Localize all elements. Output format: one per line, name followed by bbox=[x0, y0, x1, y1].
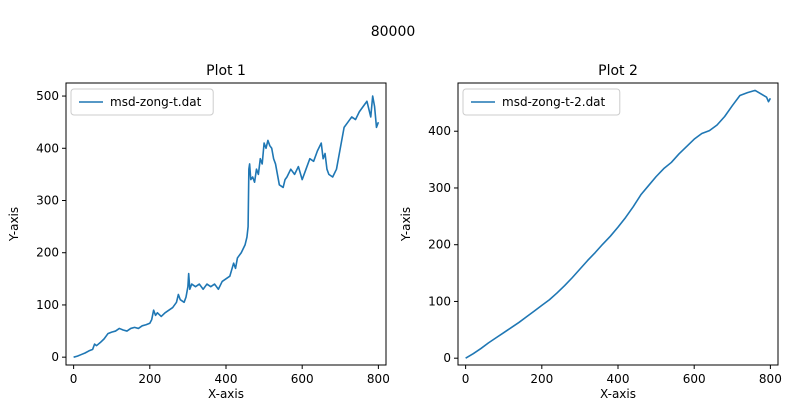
plot-2-y-tick-label: 300 bbox=[428, 181, 451, 195]
plot-2-y-tick-label: 200 bbox=[428, 238, 451, 252]
plot-1-x-tick-label: 200 bbox=[138, 372, 161, 386]
plot-1-legend-label: msd-zong-t.dat bbox=[110, 95, 202, 109]
plot-1-y-tick-label: 300 bbox=[36, 194, 59, 208]
plot-1-y-tick-label: 100 bbox=[36, 298, 59, 312]
plot-2-legend: msd-zong-t-2.dat bbox=[462, 88, 621, 116]
plot-1-y-tick-label: 500 bbox=[36, 89, 59, 103]
plot-1-x-axis-label: X-axis bbox=[208, 387, 244, 401]
plot-2-axes-frame bbox=[457, 82, 779, 366]
plot-1-x-tick-label: 800 bbox=[367, 372, 390, 386]
plot-2-series-line-1 bbox=[465, 89, 772, 359]
plot-1-legend: msd-zong-t.dat bbox=[70, 88, 214, 116]
plot-2-y-axis-label: Y-axis bbox=[399, 207, 413, 242]
plot-2-legend-box bbox=[462, 88, 621, 116]
plot-2-y-tick-label: 100 bbox=[428, 294, 451, 308]
plot-2-x-tick-label: 400 bbox=[607, 372, 630, 386]
plot-1-y-tick-label: 200 bbox=[36, 246, 59, 260]
plot-1-x-tick-label: 600 bbox=[291, 372, 314, 386]
plot-1-y-axis-label: Y-axis bbox=[7, 207, 21, 242]
plot-1-legend-box bbox=[70, 88, 214, 116]
plot-1-y-tick-label: 0 bbox=[51, 350, 59, 364]
plot-2-x-tick-label: 600 bbox=[683, 372, 706, 386]
plot-2-legend-label: msd-zong-t-2.dat bbox=[502, 95, 606, 109]
plot-1-x-tick-label: 0 bbox=[70, 372, 78, 386]
plot-1-axes-frame bbox=[65, 82, 387, 366]
plot-1-series-line-1 bbox=[73, 95, 380, 358]
plot-1-y-tick-label: 400 bbox=[36, 141, 59, 155]
plot-1-x-tick-label: 400 bbox=[215, 372, 238, 386]
plot-2-x-tick-label: 200 bbox=[530, 372, 553, 386]
plot-2-y-tick-label: 0 bbox=[443, 351, 451, 365]
plot-2-title: Plot 2 bbox=[598, 63, 638, 79]
plot-2-y-tick-label: 400 bbox=[428, 124, 451, 138]
plot-2: Plot 20 200 400 600 8000100200300400X-axisY-… bbox=[399, 63, 782, 401]
plot-2-x-axis-label: X-axis bbox=[600, 387, 636, 401]
plot-2-x-tick-label: 0 bbox=[462, 372, 470, 386]
plot-2-x-tick-label: 800 bbox=[759, 372, 782, 386]
plot-1: Plot 1 0 200 400 600 800 0 100 200 300 400 500 X-axi… bbox=[7, 63, 390, 401]
figure-suptitle: 80000 bbox=[371, 24, 416, 40]
plot-1-title: Plot 1 bbox=[206, 63, 246, 79]
